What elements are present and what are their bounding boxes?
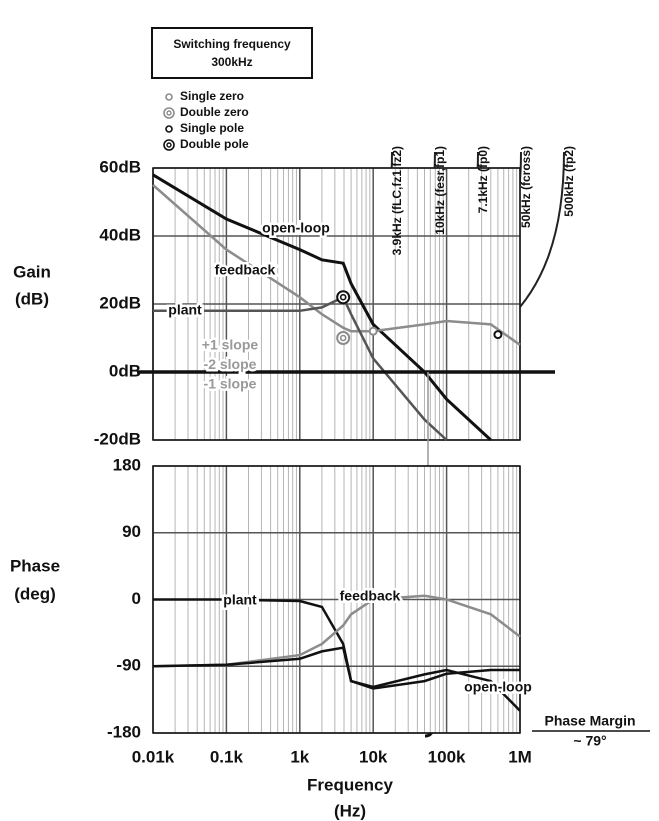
slope-label: +1 slope xyxy=(202,337,259,353)
y-tick-label: 40dB xyxy=(99,225,141,244)
y-tick-label: -180 xyxy=(107,722,141,741)
y-tick-label: -90 xyxy=(116,656,141,675)
pole-zero-marker xyxy=(368,326,378,336)
y-tick-label: 180 xyxy=(113,455,141,474)
x-tick-label: 0.01k xyxy=(132,747,175,766)
legend-symbol-inner xyxy=(166,142,172,148)
legend-symbol-inner xyxy=(166,110,172,116)
chart-title: 300kHz xyxy=(211,55,252,69)
series-label: open-loop xyxy=(262,220,330,236)
series-line xyxy=(152,646,521,712)
pole-zero-marker-inner xyxy=(339,293,347,301)
plot-frame xyxy=(152,167,521,441)
pole-zero-marker xyxy=(493,330,503,340)
series-label: open-loop xyxy=(464,679,532,695)
y-axis-label: (deg) xyxy=(14,584,56,603)
frequency-label: 10kHz (fesr,fp1) xyxy=(433,146,447,235)
y-axis-label: Gain xyxy=(13,262,51,281)
slope-label: -1 slope xyxy=(204,376,257,392)
series-label: plant xyxy=(168,302,202,318)
frequency-label: 50kHz (fcross) xyxy=(519,146,533,228)
series-line xyxy=(152,173,492,442)
annotation: Phase Margin xyxy=(544,713,635,729)
annotation: ~ 79° xyxy=(573,733,606,749)
pole-zero-marker-inner xyxy=(339,334,347,342)
legend-symbol xyxy=(163,139,175,151)
x-tick-label: 100k xyxy=(428,747,466,766)
series-line xyxy=(152,184,521,346)
pole-zero-marker xyxy=(336,290,351,305)
series-label: feedback xyxy=(340,588,401,604)
y-axis-label: Phase xyxy=(10,556,60,575)
series-label: plant xyxy=(223,592,257,608)
frequency-label: 7.1kHz (fp0) xyxy=(476,146,490,213)
series-label: feedback xyxy=(215,262,276,278)
legend-label: Double zero xyxy=(180,105,249,119)
legend-symbol xyxy=(165,125,173,133)
x-axis-label: Frequency xyxy=(307,775,394,794)
y-tick-label: -20dB xyxy=(94,429,141,448)
x-tick-label: 10k xyxy=(359,747,388,766)
y-tick-label: 0dB xyxy=(109,361,141,380)
y-tick-label: 60dB xyxy=(99,157,141,176)
y-tick-label: 0 xyxy=(132,589,141,608)
x-tick-label: 1k xyxy=(290,747,309,766)
x-tick-label: 1M xyxy=(508,747,532,766)
frequency-label: 500kHz (fp2) xyxy=(562,146,576,217)
legend-label: Double pole xyxy=(180,137,249,151)
y-tick-label: 20dB xyxy=(99,293,141,312)
y-tick-label: 90 xyxy=(122,522,141,541)
frequency-label: 3.9kHz (fLC,fz1,fz2) xyxy=(390,146,404,255)
chart-title: Switching frequency xyxy=(173,37,291,51)
pole-zero-marker xyxy=(336,331,351,345)
y-axis-label: (dB) xyxy=(15,289,49,308)
x-tick-label: 0.1k xyxy=(210,747,244,766)
title-box xyxy=(151,27,313,79)
x-axis-label: (Hz) xyxy=(334,801,366,820)
legend-symbol xyxy=(165,93,173,101)
legend-symbol xyxy=(163,107,175,119)
legend-label: Single pole xyxy=(180,121,244,135)
slope-label: -2 slope xyxy=(204,356,257,372)
legend-label: Single zero xyxy=(180,89,244,103)
series-line xyxy=(152,594,521,668)
